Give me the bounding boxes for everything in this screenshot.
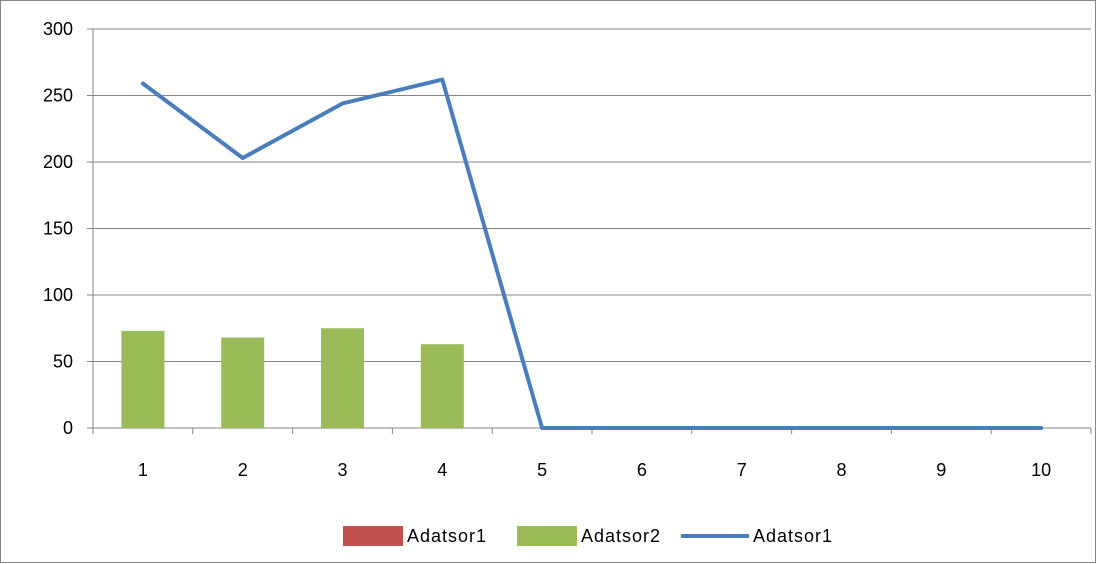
line-point [242,157,244,159]
y-tick-label: 300 [43,19,73,39]
legend-swatch [517,526,577,546]
x-tick-label: 6 [637,460,647,480]
line-point [1040,427,1042,429]
y-tick-label: 100 [43,285,73,305]
legend-label: Adatsor1 [407,526,487,546]
x-tick-label: 4 [437,460,447,480]
bar-adatsor2 [420,344,464,428]
line-point [342,102,343,104]
bar-adatsor2 [321,328,364,428]
line-point [841,427,842,429]
line-point [441,79,443,81]
x-tick-label: 1 [138,460,148,480]
x-tick-label: 8 [836,460,846,480]
y-tick-label: 150 [43,219,73,239]
x-tick-label: 9 [936,460,946,480]
legend-label: Adatsor2 [581,526,661,546]
line-point [641,427,643,429]
bar-adatsor2 [221,337,265,428]
line-point [940,427,942,429]
y-tick-label: 0 [63,418,73,438]
y-tick-label: 200 [43,152,73,172]
line-point [142,83,144,85]
bar-adatsor2 [121,330,165,428]
x-tick-label: 7 [737,460,747,480]
x-tick-label: 3 [337,460,347,480]
line-point [741,427,743,429]
y-tick-label: 250 [43,86,73,106]
legend-label: Adatsor1 [753,526,833,546]
line-point [541,427,543,429]
x-tick-label: 10 [1031,460,1051,480]
legend-swatch [343,526,403,546]
x-tick-label: 2 [238,460,248,480]
series-line [140,77,1044,430]
y-tick-label: 50 [53,352,73,372]
x-tick-label: 5 [537,460,547,480]
